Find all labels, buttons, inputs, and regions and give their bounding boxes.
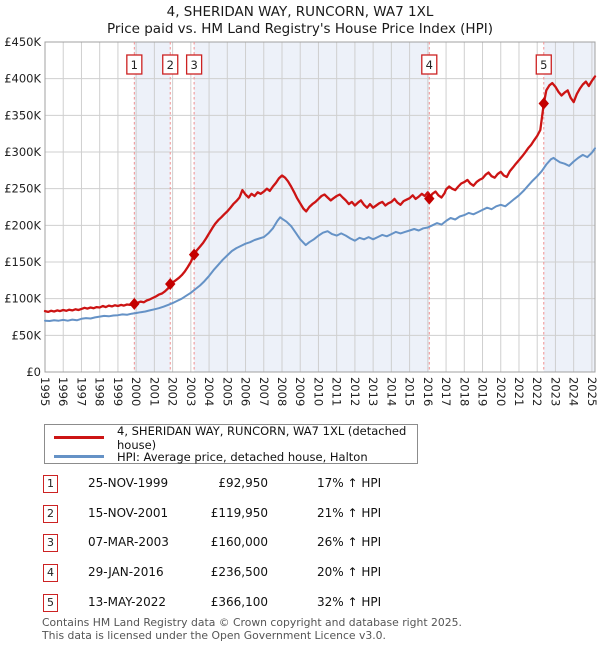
x-tick-label: 2017: [439, 377, 453, 406]
sale-date: 29-JAN-2016: [88, 565, 164, 580]
y-tick-label: £450K: [4, 35, 41, 49]
ownership-shaded-band: [194, 42, 430, 372]
y-tick-label: £100K: [4, 292, 41, 306]
sale-hpi-delta: 32% ↑ HPI: [317, 594, 382, 609]
x-tick-label: 2004: [202, 377, 216, 406]
y-tick-label: £250K: [4, 182, 41, 196]
sale-marker-diamond: [129, 297, 140, 310]
sale-date: 07-MAR-2003: [88, 535, 169, 550]
sale-hpi-delta: 17% ↑ HPI: [317, 476, 382, 490]
sale-number-badge: 4: [43, 564, 58, 583]
x-tick-label: 2002: [166, 377, 180, 406]
x-tick-label: 2013: [366, 377, 380, 406]
y-tick-label: £150K: [4, 255, 41, 269]
chart-legend: 4, SHERIDAN WAY, RUNCORN, WA7 1XL (detac…: [44, 424, 418, 464]
x-tick-label: 2012: [348, 377, 362, 406]
sale-date: 15-NOV-2001: [88, 505, 169, 520]
sale-number-badge: 3: [43, 534, 58, 553]
sale-number-label: 1: [131, 58, 138, 72]
legend-row-property: 4, SHERIDAN WAY, RUNCORN, WA7 1XL (detac…: [45, 424, 417, 452]
x-tick-label: 2000: [129, 377, 143, 406]
hpi-line: [44, 147, 596, 322]
x-tick-label: 1995: [38, 377, 52, 406]
y-tick-label: £0: [26, 365, 41, 379]
sale-hpi-delta: 20% ↑ HPI: [317, 565, 382, 580]
sale-marker-diamond: [424, 192, 435, 205]
sale-number-label: 4: [426, 58, 433, 72]
x-tick-label: 1997: [74, 377, 88, 406]
sale-row: 1 25-NOV-1999 £92,950 17% ↑ HPI: [0, 475, 600, 493]
x-tick-label: 2006: [239, 377, 253, 406]
sale-hpi-delta: 21% ↑ HPI: [317, 505, 382, 520]
sale-marker-diamond: [188, 248, 200, 261]
sale-number-box: [185, 54, 203, 75]
x-tick-label: 2001: [147, 377, 161, 406]
page-title: 4, SHERIDAN WAY, RUNCORN, WA7 1XL: [166, 4, 434, 20]
property-line-sample: [54, 436, 104, 439]
x-tick-label: 2011: [330, 377, 344, 406]
x-tick-label: 2020: [494, 377, 508, 406]
sale-date: 25-NOV-1999: [88, 476, 169, 490]
ownership-shaded-band: [134, 42, 171, 372]
sale-number-box: [126, 54, 143, 75]
x-tick-label: 2021: [512, 377, 526, 406]
sale-number-badge: 2: [43, 504, 58, 523]
sale-number-label: 3: [190, 58, 197, 72]
sale-number-label: 2: [167, 58, 174, 72]
price-chart: 1 2 3 4 5 £0 £50K £100K £150K £200K £250K £300K £350…: [4, 35, 599, 406]
x-tick-label: 2008: [275, 377, 289, 406]
ownership-shaded-band: [543, 42, 595, 372]
hpi-line-sample: [54, 455, 104, 458]
sale-number-box: [421, 54, 438, 75]
sale-marker-diamond: [538, 97, 549, 110]
sale-row: 3 07-MAR-2003 £160,000 26% ↑ HPI: [0, 534, 600, 553]
x-tick-label: 2025: [585, 377, 599, 406]
sale-date: 13-MAY-2022: [88, 594, 167, 609]
sale-number-badge: 5: [43, 593, 58, 612]
x-tick-label: 2016: [421, 377, 435, 406]
sale-row: 4 29-JAN-2016 £236,500 20% ↑ HPI: [0, 564, 600, 583]
legend-label-property: 4, SHERIDAN WAY, RUNCORN, WA7 1XL (detac…: [117, 423, 407, 452]
x-tick-label: 2007: [257, 377, 271, 406]
x-tick-label: 1999: [111, 377, 125, 406]
x-tick-label: 2009: [293, 377, 307, 406]
sale-row: 2 15-NOV-2001 £119,950 21% ↑ HPI: [0, 504, 600, 523]
x-tick-label: 2010: [311, 377, 325, 406]
sale-marker-diamond: [165, 278, 176, 291]
x-tick-label: 1998: [93, 377, 107, 406]
sale-hpi-delta: 26% ↑ HPI: [317, 535, 382, 550]
sale-price: £92,950: [218, 476, 268, 490]
plot-border: [44, 41, 596, 373]
sale-price: £160,000: [210, 535, 268, 550]
y-tick-label: £50K: [12, 328, 42, 342]
legend-row-hpi: HPI: Average price, detached house, Halt…: [45, 447, 417, 466]
footer-licence: This data is licensed under the Open Gov…: [42, 629, 386, 642]
sale-number-box: [535, 54, 552, 75]
x-tick-label: 2015: [403, 377, 417, 406]
sale-number-badge: 1: [43, 475, 58, 493]
x-tick-label: 2005: [220, 377, 234, 406]
sale-price: £119,950: [210, 505, 268, 520]
x-tick-label: 2023: [548, 377, 562, 406]
footer-copyright: Contains HM Land Registry data © Crown c…: [42, 616, 462, 629]
x-tick-label: 2018: [457, 377, 471, 406]
sale-number-label: 5: [540, 58, 547, 72]
y-tick-label: £350K: [4, 108, 41, 122]
x-tick-label: 2014: [384, 377, 398, 406]
x-tick-label: 2022: [530, 377, 544, 406]
x-tick-label: 1996: [56, 377, 70, 406]
y-tick-label: £200K: [4, 218, 41, 232]
x-tick-label: 2019: [476, 377, 490, 406]
sale-price: £236,500: [210, 565, 268, 580]
x-tick-label: 2003: [184, 377, 198, 406]
sale-row: 5 13-MAY-2022 £366,100 32% ↑ HPI: [0, 593, 600, 612]
page-subtitle: Price paid vs. HM Land Registry's House …: [107, 21, 493, 37]
legend-label-hpi: HPI: Average price, detached house, Halt…: [117, 449, 368, 464]
y-tick-label: £300K: [4, 145, 41, 159]
sale-number-box: [162, 54, 179, 75]
sale-price: £366,100: [210, 594, 268, 609]
x-tick-label: 2024: [567, 377, 581, 406]
y-tick-label: £400K: [4, 72, 41, 86]
